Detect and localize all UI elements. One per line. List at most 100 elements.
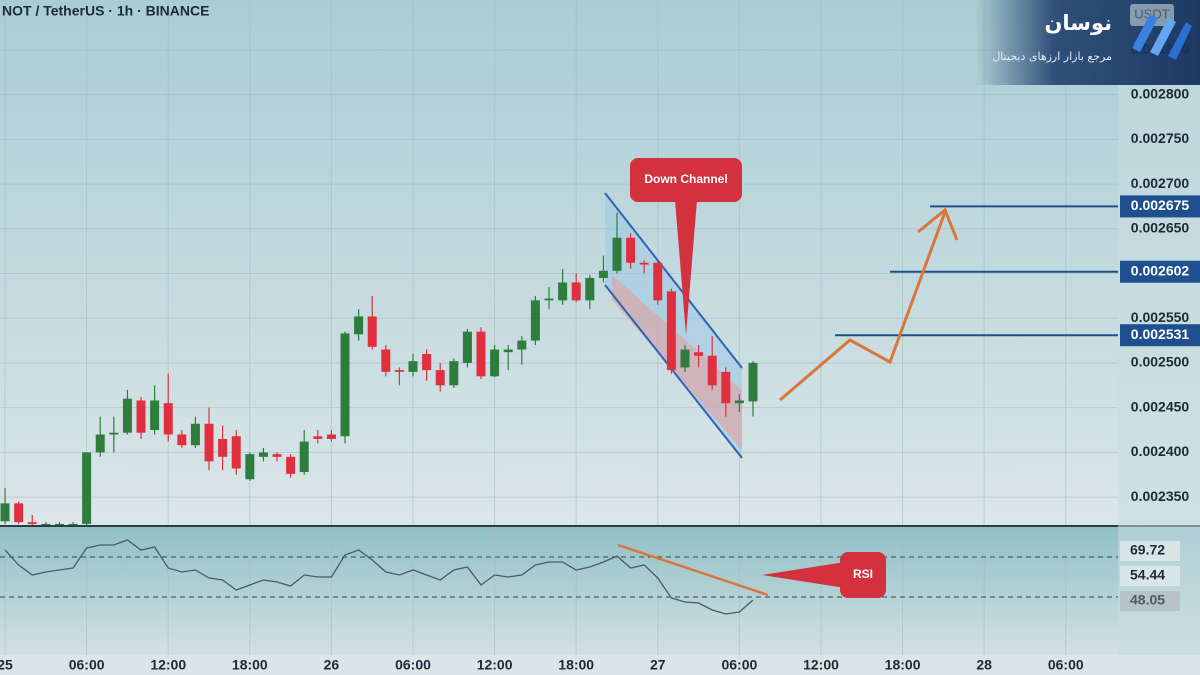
candle-body [313, 436, 323, 439]
candle-body [748, 362, 758, 402]
x-tick-label: 06:00 [1048, 657, 1084, 673]
candle-body [408, 361, 418, 372]
x-tick-label: 06:00 [395, 657, 431, 673]
callout-pointer [675, 200, 697, 335]
rsi-pane [0, 527, 1200, 657]
candle-body [0, 503, 10, 522]
rsi-badge [1120, 566, 1180, 586]
candle-body [136, 400, 146, 433]
price-pane [0, 0, 1200, 527]
candle-body [54, 523, 64, 526]
y-tick-label: 0.002550 [1131, 309, 1190, 325]
level-label: 0.002602 [1131, 262, 1190, 278]
y-tick-label: 0.002400 [1131, 443, 1190, 459]
candle-body [707, 355, 717, 386]
logo-stroke [1168, 22, 1192, 60]
candle-body [245, 454, 255, 480]
candle-body [299, 441, 309, 473]
candle-body [422, 353, 432, 371]
y-tick-label: 0.002800 [1131, 85, 1190, 101]
candle-body [476, 331, 486, 377]
x-tick-label: 18:00 [232, 657, 268, 673]
time-axis [0, 655, 1200, 675]
y-tick-label: 0.002350 [1131, 488, 1190, 504]
candle-body [598, 270, 608, 278]
candle-body [41, 523, 51, 526]
candle-body [177, 434, 187, 446]
x-tick-label: 12:00 [150, 657, 186, 673]
candle-body [571, 282, 581, 301]
y-tick-label: 0.002650 [1131, 219, 1190, 235]
x-tick-label: 12:00 [477, 657, 513, 673]
candle-body [544, 298, 554, 301]
x-tick-label: 18:00 [885, 657, 921, 673]
candle-body [558, 282, 568, 301]
candle-body [680, 349, 690, 368]
rsi-divergence [617, 543, 769, 597]
x-tick-label: 27 [650, 657, 666, 673]
rsi-badge [1120, 541, 1180, 561]
logo-stroke [1150, 18, 1176, 56]
y-tick-label: 0.002750 [1131, 130, 1190, 146]
x-tick-label: 28 [976, 657, 992, 673]
candle-body [109, 432, 119, 435]
channel-shade [612, 275, 742, 450]
logo-mark [1132, 14, 1192, 60]
candle-body [354, 316, 364, 335]
logo-tagline: مرجع بازار ارزهای دیجیتال [992, 50, 1112, 63]
candle-body [95, 434, 105, 453]
candle-body [218, 438, 228, 457]
channel-lower [604, 284, 743, 459]
rsi-callout: RSI [762, 552, 886, 598]
callout-text: Down Channel [644, 172, 727, 186]
candle-body [326, 434, 336, 439]
candle-body [694, 352, 704, 356]
callout-text: RSI [853, 567, 873, 581]
x-tick-label: 26 [324, 657, 340, 673]
level-badge [1120, 324, 1200, 347]
candle-body [517, 340, 527, 350]
candle-body [666, 291, 676, 371]
candle-body [204, 423, 214, 462]
candle-body [721, 371, 731, 404]
rsi-badge-label: 69.72 [1130, 542, 1165, 558]
logo-stroke [1132, 14, 1158, 52]
level-badge [1120, 260, 1200, 283]
channel-upper [604, 192, 743, 369]
projection [779, 211, 947, 402]
candle-body [612, 237, 622, 271]
projection-arrow [917, 207, 959, 241]
candle-body [503, 349, 513, 353]
candle-body [530, 300, 540, 341]
candle-body [14, 503, 24, 523]
level-label: 0.002531 [1131, 326, 1190, 342]
candle-body [381, 349, 391, 372]
candle-body [150, 400, 160, 431]
x-tick-label: 06:00 [721, 657, 757, 673]
level-badge [1120, 195, 1200, 218]
candle-body [82, 452, 92, 524]
y-tick-label: 0.002700 [1131, 175, 1190, 191]
down-channel-callout: Down Channel [630, 158, 742, 335]
candle-body [653, 262, 663, 301]
y-tick-label: 0.002500 [1131, 354, 1190, 370]
callout-box [630, 158, 742, 202]
candle-body [490, 349, 500, 377]
symbol-title: NOT / TetherUS · 1h · BINANCE [2, 3, 209, 19]
rsi-badge-label: 48.05 [1130, 592, 1165, 608]
candle-body [340, 333, 350, 437]
candle-body [190, 423, 200, 446]
rsi-badge-label: 54.44 [1130, 567, 1165, 583]
x-tick-label: 18:00 [558, 657, 594, 673]
candle-body [122, 398, 132, 433]
y-tick-label: 0.002450 [1131, 398, 1190, 414]
candle-body [462, 331, 472, 363]
candle-body [435, 370, 445, 386]
x-tick-label: 25 [0, 657, 13, 673]
callout-box [840, 552, 886, 598]
candle-body [27, 522, 37, 524]
rsi-line [4, 539, 754, 615]
candle-body [163, 403, 173, 435]
